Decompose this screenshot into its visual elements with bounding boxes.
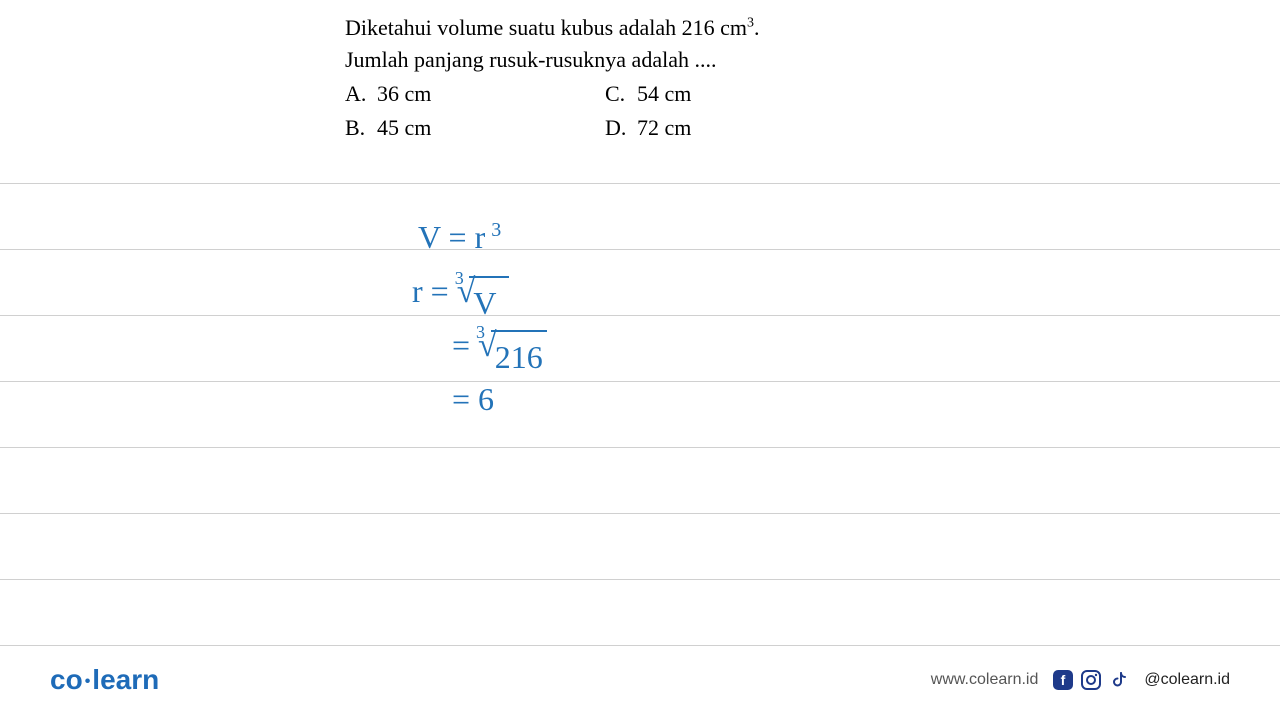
paper-line (0, 183, 1280, 249)
instagram-icon (1080, 669, 1102, 691)
option-a-letter: A. (345, 78, 377, 110)
q1-tail: . (754, 15, 760, 40)
hw1-exp: 3 (491, 219, 501, 241)
logo-co: co (50, 664, 83, 695)
paper-line (0, 579, 1280, 645)
root-index: 3 (455, 268, 464, 290)
option-c-letter: C. (605, 78, 637, 110)
question-block: Diketahui volume suatu kubus adalah 216 … (345, 12, 1045, 144)
cube-root-icon: 3 √V (457, 272, 510, 316)
paper-line (0, 513, 1280, 579)
paper-line (0, 381, 1280, 447)
handwriting-line-2: r = 3 √V (412, 272, 509, 316)
option-b-letter: B. (345, 112, 377, 144)
handwriting-line-4: = 6 (452, 380, 494, 418)
paper-line (0, 249, 1280, 315)
cube-root-icon: 3 √216 (478, 326, 547, 370)
option-b-text: 45 cm (377, 115, 431, 140)
logo-learn: learn (92, 664, 159, 695)
option-d-letter: D. (605, 112, 637, 144)
footer: co•learn www.colearn.id f @colearn.id (0, 664, 1280, 696)
social-handle: @colearn.id (1144, 671, 1230, 689)
question-line-1: Diketahui volume suatu kubus adalah 216 … (345, 12, 1045, 44)
root-radicand: 216 (495, 339, 543, 375)
option-d-text: 72 cm (637, 115, 691, 140)
option-a: A.36 cm (345, 78, 605, 110)
hw3-left: = (452, 327, 470, 363)
root-radicand: V (473, 285, 496, 321)
option-a-text: 36 cm (377, 81, 431, 106)
logo-dot-icon: • (85, 673, 91, 690)
social-icons: f (1052, 669, 1130, 691)
q1-super: 3 (747, 16, 754, 31)
svg-text:f: f (1061, 672, 1066, 688)
option-d: D.72 cm (605, 112, 865, 144)
footer-right: www.colearn.id f @colearn.id (931, 669, 1230, 691)
colearn-logo: co•learn (50, 664, 159, 696)
handwriting-line-1: V = r 3 (418, 218, 501, 256)
handwriting-line-3: = 3 √216 (452, 326, 547, 370)
hw2-left: r = (412, 273, 449, 309)
question-line-2: Jumlah panjang rusuk-rusuknya adalah ...… (345, 44, 1045, 76)
hw1-base: V = r (418, 219, 485, 255)
option-c-text: 54 cm (637, 81, 691, 106)
q1-text: Diketahui volume suatu kubus adalah 216 … (345, 15, 747, 40)
paper-line (0, 447, 1280, 513)
hw4-text: = 6 (452, 381, 494, 417)
tiktok-icon (1108, 669, 1130, 691)
option-b: B.45 cm (345, 112, 605, 144)
options-row-1: A.36 cm C.54 cm (345, 78, 1045, 110)
option-c: C.54 cm (605, 78, 865, 110)
root-index: 3 (476, 322, 485, 344)
facebook-icon: f (1052, 669, 1074, 691)
paper-line (0, 315, 1280, 381)
lined-paper (0, 183, 1280, 711)
options-row-2: B.45 cm D.72 cm (345, 112, 1045, 144)
website-url: www.colearn.id (931, 671, 1039, 689)
